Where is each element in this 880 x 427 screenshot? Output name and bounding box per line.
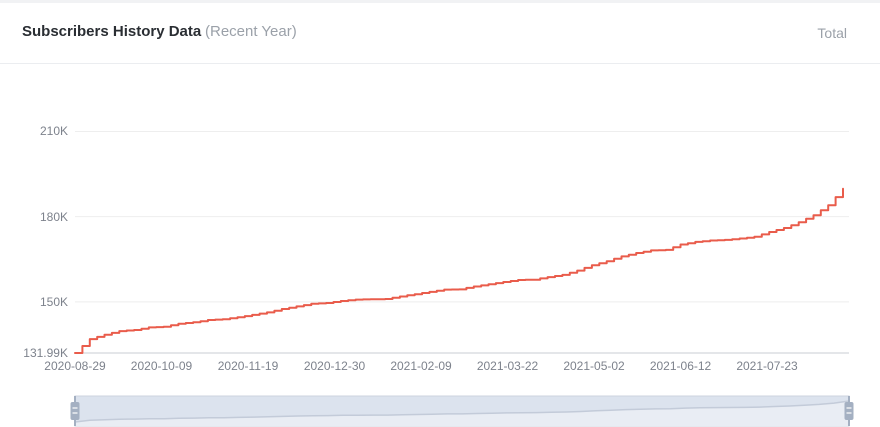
x-axis-label: 2021-02-09 bbox=[390, 359, 452, 373]
x-axis-label: 2020-08-29 bbox=[44, 359, 106, 373]
legend-item-total[interactable]: Total bbox=[817, 25, 847, 41]
x-axis-label: 2020-11-19 bbox=[217, 359, 279, 373]
y-axis-label: 210K bbox=[39, 124, 68, 139]
x-axis-label: 2021-03-22 bbox=[476, 359, 539, 373]
card-title: Subscribers History Data bbox=[22, 23, 202, 40]
x-axis-label: 2021-05-02 bbox=[563, 359, 625, 373]
y-axis-label: 131.99K bbox=[23, 346, 68, 360]
y-axis-label: 180K bbox=[39, 209, 68, 224]
subscribers-series-line[interactable] bbox=[74, 187, 844, 354]
chart-canvas[interactable] bbox=[0, 64, 880, 427]
card-header: Subscribers History Data (Recent Year) T… bbox=[0, 3, 880, 63]
x-axis-label: 2021-07-23 bbox=[736, 359, 798, 373]
datazoom-data-shadow bbox=[75, 401, 849, 426]
card-subtitle: (Recent Year) bbox=[205, 23, 297, 40]
header-divider bbox=[0, 63, 880, 64]
line-chart[interactable]: 131.99K 150K 180K 210K 2020-08-29 2020-10-09 2… bbox=[0, 64, 880, 427]
datazoom-left-handle[interactable] bbox=[70, 402, 80, 420]
x-axis-label: 2020-12-30 bbox=[303, 359, 366, 373]
y-axis-label: 150K bbox=[39, 294, 68, 309]
page-top-edge bbox=[0, 0, 880, 3]
x-axis-label: 2020-10-09 bbox=[130, 359, 193, 373]
datazoom-right-handle[interactable] bbox=[844, 402, 854, 420]
datazoom-shadow-line bbox=[74, 400, 850, 423]
x-axis-label: 2021-06-12 bbox=[649, 359, 712, 373]
